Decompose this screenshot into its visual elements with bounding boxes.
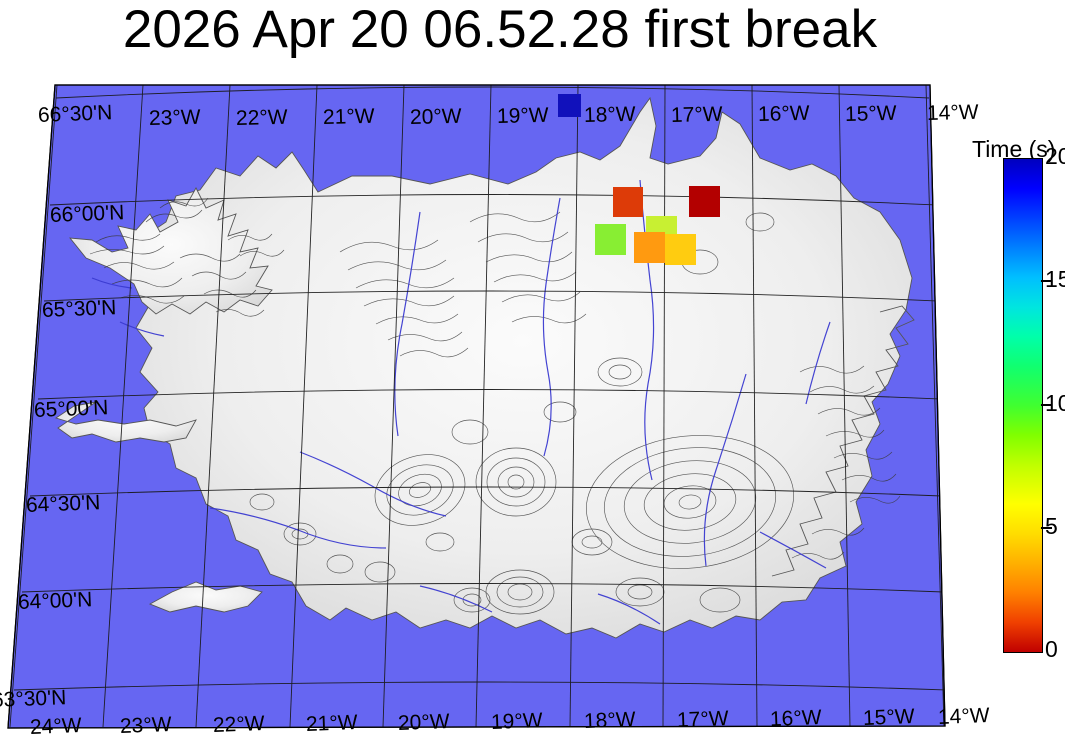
colorbar-label-10: 10 [1045, 389, 1065, 416]
lon-label-bottom-5: 19°W [490, 709, 543, 734]
colorbar-tick-10 [1041, 403, 1052, 406]
lon-label-bottom-8: 16°W [769, 706, 822, 731]
station-1[interactable] [558, 94, 581, 117]
colorbar-label-15: 15 [1045, 266, 1065, 293]
lon-label-top-4: 20°W [409, 104, 462, 129]
station-7[interactable] [665, 234, 696, 265]
lon-label-bottom-0: 24°W [29, 714, 82, 739]
lon-label-bottom-4: 20°W [397, 710, 450, 735]
lat-label-4: 64°30'N [25, 491, 101, 517]
colorbar-label-5: 5 [1045, 512, 1058, 539]
station-3[interactable] [689, 186, 720, 217]
colorbar-tick-5 [1041, 526, 1052, 529]
lon-label-top-1: 23°W [148, 106, 201, 131]
lon-label-bottom-6: 18°W [583, 708, 636, 733]
lon-label-bottom-1: 23°W [119, 713, 172, 738]
lon-label-top-2: 22°W [235, 105, 288, 130]
lon-label-top-5: 19°W [496, 103, 549, 128]
lat-label-3: 65°00'N [33, 396, 109, 422]
lat-label-2: 65°30'N [41, 296, 117, 322]
station-markers[interactable] [558, 94, 720, 265]
colorbar-tick-15 [1041, 280, 1052, 283]
rivers [91, 179, 831, 625]
lat-label-1: 66°00'N [49, 201, 125, 227]
iceland-landmass [54, 96, 915, 639]
lon-label-top-10: 14°W [926, 100, 979, 125]
map-svg [7, 84, 946, 729]
station-2[interactable] [613, 187, 643, 217]
lat-label-6: 63°30'N [0, 686, 67, 712]
map-panel[interactable]: 24°W 23°W 22°W 21°W 20°W 19°W 18°W 17°W 16°W 15°W… [0, 72, 990, 740]
station-6[interactable] [634, 232, 665, 263]
colorbar-title: Time (s) [972, 136, 1056, 162]
station-4[interactable] [595, 224, 626, 255]
lon-label-top-3: 21°W [322, 104, 375, 130]
lon-label-top-8: 16°W [757, 101, 810, 127]
lon-label-bottom-10: 14°W [937, 704, 990, 729]
lon-label-bottom-2: 22°W [212, 712, 265, 737]
colorbar-label-0: 0 [1045, 636, 1058, 662]
lat-label-0: 66°30'N [37, 101, 113, 127]
lon-label-bottom-9: 15°W [862, 705, 915, 730]
lat-label-5: 64°00'N [17, 588, 93, 614]
page-title: 2026 Apr 20 06.52.28 first break [122, 0, 878, 59]
colorbar[interactable] [1003, 158, 1043, 653]
terrain-contours [89, 197, 901, 615]
lon-label-bottom-3: 21°W [305, 711, 358, 736]
colorbar-label-20: 20 [1045, 143, 1065, 169]
lon-label-bottom-7: 17°W [676, 707, 729, 732]
lon-label-top-6: 18°W [583, 103, 636, 128]
graticule [9, 85, 945, 728]
map-frame [7, 84, 946, 729]
lon-label-top-9: 15°W [844, 101, 897, 126]
lon-label-top-7: 17°W [670, 102, 723, 127]
